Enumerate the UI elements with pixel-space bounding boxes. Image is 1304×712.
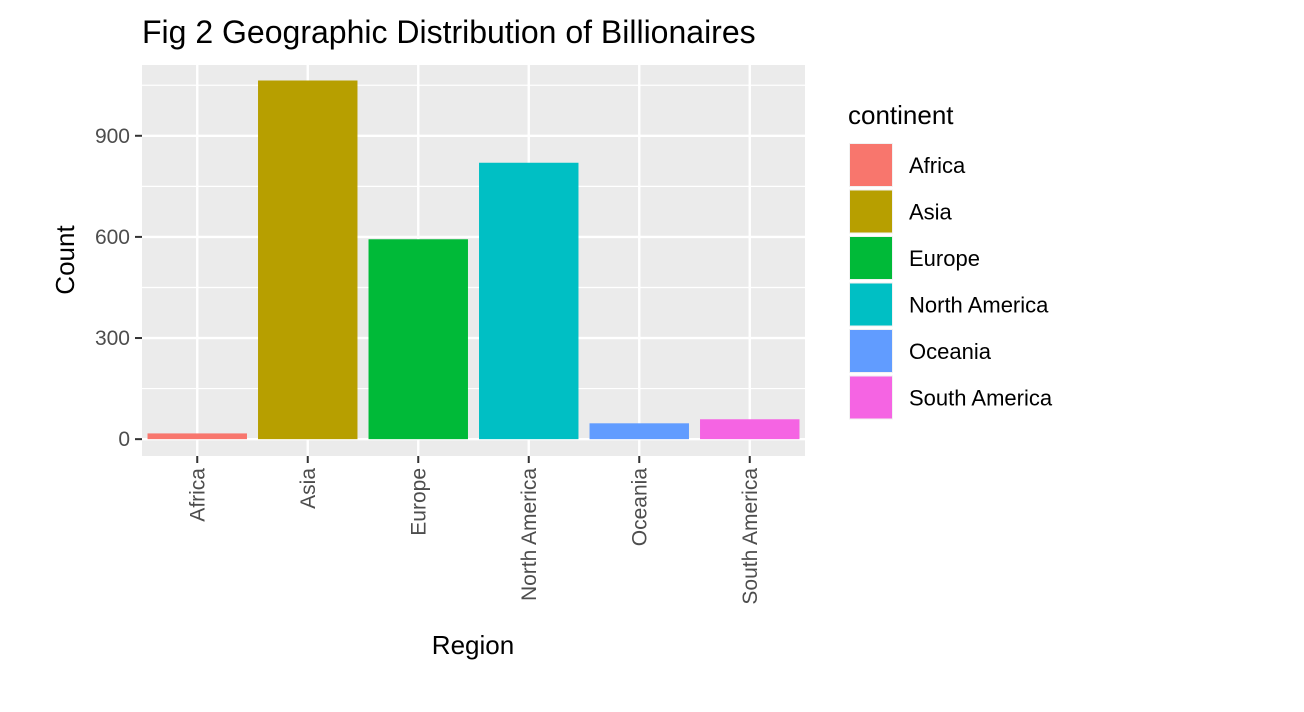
legend-title: continent bbox=[848, 100, 954, 130]
legend-swatch bbox=[850, 144, 892, 186]
y-tick-label: 900 bbox=[95, 125, 130, 148]
x-axis-title: Region bbox=[432, 630, 514, 660]
chart-title: Fig 2 Geographic Distribution of Billion… bbox=[142, 14, 756, 50]
x-tick-label: Europe bbox=[407, 468, 430, 536]
legend-swatch bbox=[850, 237, 892, 279]
y-axis-title: Count bbox=[50, 225, 80, 295]
legend-label: South America bbox=[909, 386, 1053, 411]
plot-panel bbox=[142, 65, 805, 456]
legend-label: Europe bbox=[909, 246, 980, 271]
legend-swatch bbox=[850, 376, 892, 419]
bar-north-america bbox=[479, 162, 579, 440]
legend-label: Oceania bbox=[909, 339, 992, 364]
x-tick-label: Asia bbox=[297, 468, 320, 509]
bar-south-america bbox=[700, 419, 800, 440]
x-tick-label: Africa bbox=[186, 468, 209, 522]
x-tick-label: North America bbox=[518, 468, 541, 601]
legend-swatch bbox=[850, 330, 892, 372]
legend: continent Africa Asia Europe North America O… bbox=[848, 100, 1053, 420]
y-tick-label: 600 bbox=[95, 226, 130, 249]
legend-label: North America bbox=[909, 293, 1049, 318]
legend-swatch bbox=[850, 190, 892, 233]
bar-asia bbox=[258, 80, 358, 440]
y-axis: 0 300 600 900 bbox=[95, 125, 142, 451]
bars bbox=[147, 80, 800, 440]
x-axis: Africa Asia Europe North America Oceania Sout… bbox=[186, 456, 762, 605]
y-tick-label: 0 bbox=[118, 428, 130, 451]
bar-europe bbox=[368, 239, 468, 440]
x-tick-label: Oceania bbox=[628, 468, 651, 547]
legend-swatch bbox=[850, 283, 892, 326]
legend-label: Asia bbox=[909, 200, 953, 225]
gridlines bbox=[142, 65, 805, 456]
x-tick-label: South America bbox=[739, 468, 762, 605]
bar-africa bbox=[147, 433, 247, 440]
bar-oceania bbox=[589, 423, 689, 440]
legend-label: Africa bbox=[909, 153, 966, 178]
y-tick-label: 300 bbox=[95, 327, 130, 350]
